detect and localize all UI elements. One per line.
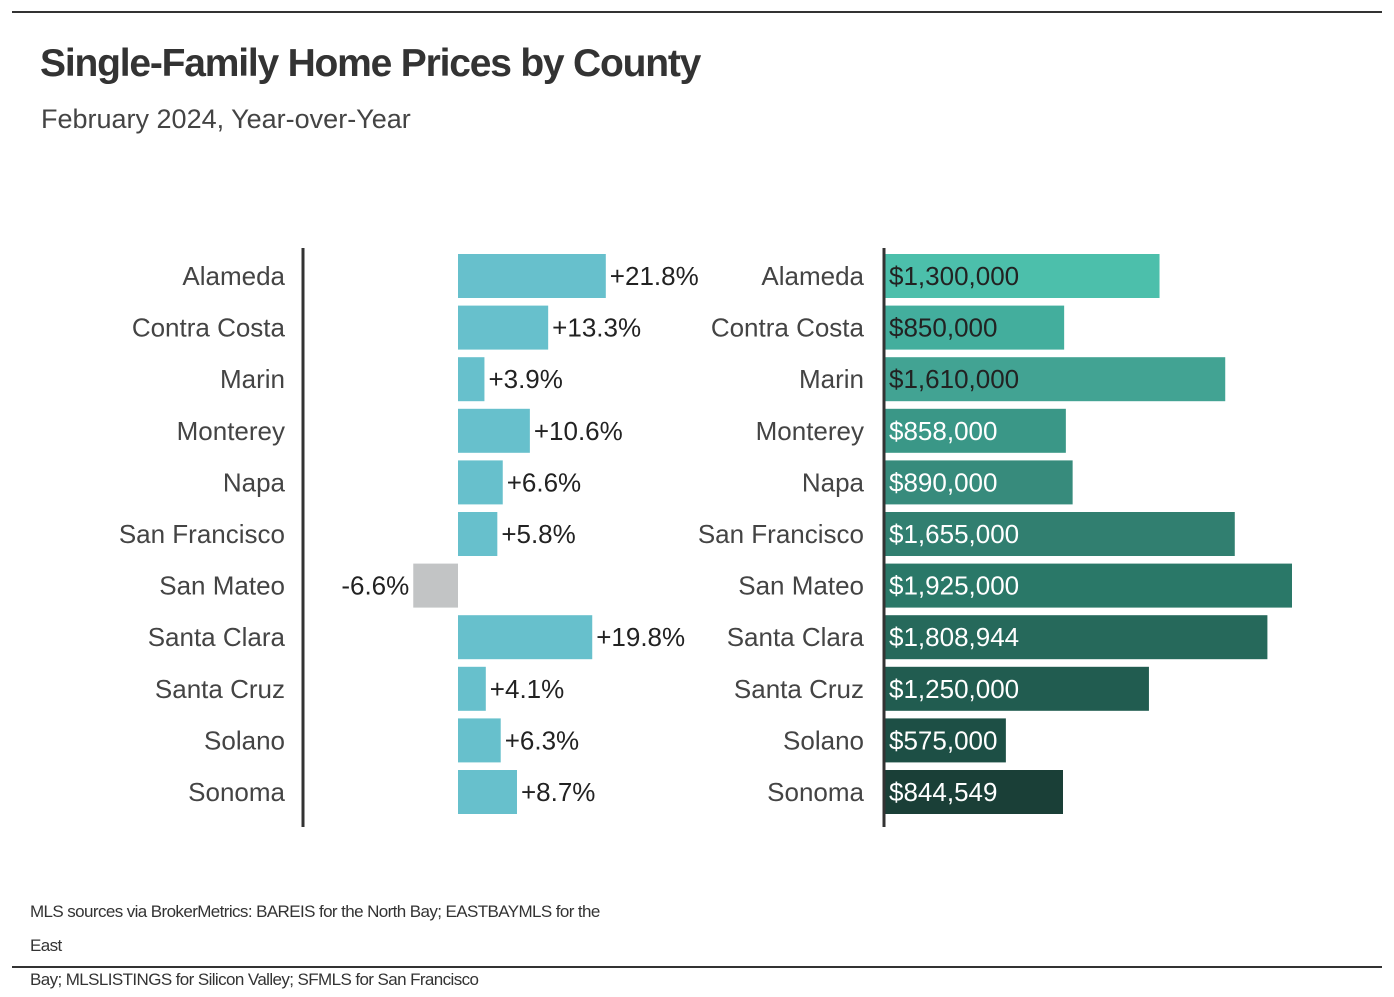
- category-label-santa-cruz: Santa Cruz: [155, 674, 285, 704]
- source-line-1: MLS sources via BrokerMetrics: BAREIS fo…: [30, 902, 600, 955]
- price-label-sonoma: $844,549: [889, 777, 997, 807]
- category-label-marin: Marin: [220, 364, 285, 394]
- price-category-label-santa-clara: Santa Clara: [727, 622, 865, 652]
- change-bar-napa: [458, 460, 503, 505]
- price-category-label-san-francisco: San Francisco: [698, 519, 864, 549]
- category-label-sonoma: Sonoma: [188, 777, 285, 807]
- price-bar-santa-clara: [884, 615, 1268, 660]
- price-label-san-francisco: $1,655,000: [889, 519, 1019, 549]
- chart-title: Single-Family Home Prices by County: [40, 42, 701, 85]
- chart-subtitle: February 2024, Year-over-Year: [41, 104, 411, 134]
- price-category-label-contra-costa: Contra Costa: [711, 313, 865, 343]
- price-bar-san-mateo: [884, 563, 1292, 608]
- change-label-alameda: +21.8%: [610, 261, 699, 291]
- price-bar-napa: [884, 460, 1073, 505]
- price-label-san-mateo: $1,925,000: [889, 571, 1019, 601]
- price-label-alameda: $1,300,000: [889, 261, 1019, 291]
- category-label-alameda: Alameda: [182, 261, 285, 291]
- change-bar-contra-costa: [458, 305, 549, 350]
- change-label-monterey: +10.6%: [534, 416, 623, 446]
- price-bar-monterey: [884, 408, 1066, 453]
- change-bar-santa-clara: [458, 615, 593, 660]
- price-bar-alameda: [884, 254, 1160, 298]
- price-bar-marin: [884, 357, 1226, 402]
- price-label-solano: $575,000: [889, 725, 997, 755]
- change-label-san-mateo: -6.6%: [341, 571, 409, 601]
- category-label-contra-costa: Contra Costa: [132, 313, 286, 343]
- change-bar-alameda: [458, 254, 606, 298]
- change-label-napa: +6.6%: [507, 467, 581, 497]
- category-label-san-mateo: San Mateo: [159, 571, 285, 601]
- price-label-contra-costa: $850,000: [889, 313, 997, 343]
- price-category-label-monterey: Monterey: [756, 416, 864, 446]
- change-label-santa-cruz: +4.1%: [490, 674, 564, 704]
- price-bar-sonoma: [884, 770, 1064, 814]
- change-label-san-francisco: +5.8%: [501, 519, 575, 549]
- change-label-contra-costa: +13.3%: [552, 313, 641, 343]
- change-bar-sonoma: [458, 770, 517, 814]
- price-label-monterey: $858,000: [889, 416, 997, 446]
- bottom-rule: [12, 966, 1382, 968]
- price-category-label-santa-cruz: Santa Cruz: [734, 674, 864, 704]
- change-label-solano: +6.3%: [505, 725, 579, 755]
- price-label-santa-clara: $1,808,944: [889, 622, 1019, 652]
- price-category-label-alameda: Alameda: [761, 261, 864, 291]
- change-label-sonoma: +8.7%: [521, 777, 595, 807]
- change-label-santa-clara: +19.8%: [596, 622, 685, 652]
- change-bar-san-mateo: [413, 563, 458, 608]
- price-category-label-san-mateo: San Mateo: [738, 571, 864, 601]
- change-bar-santa-cruz: [458, 666, 486, 711]
- yoy-change-chart: Alameda +21.8% Contra Costa +13.3% Marin +3.9…: [119, 248, 699, 827]
- category-label-santa-clara: Santa Clara: [148, 622, 286, 652]
- price-bar-contra-costa: [884, 305, 1065, 350]
- category-label-san-francisco: San Francisco: [119, 519, 285, 549]
- price-label-marin: $1,610,000: [889, 364, 1019, 394]
- price-category-label-solano: Solano: [783, 725, 864, 755]
- change-bar-monterey: [458, 408, 530, 453]
- price-label-napa: $890,000: [889, 467, 997, 497]
- category-label-napa: Napa: [223, 467, 286, 497]
- change-bar-marin: [458, 357, 485, 402]
- median-price-chart: Alameda $1,300,000 Contra Costa $850,000 Mar…: [698, 248, 1292, 827]
- price-category-label-sonoma: Sonoma: [767, 777, 864, 807]
- source-note: MLS sources via BrokerMetrics: BAREIS fo…: [30, 895, 630, 997]
- source-line-2: Bay; MLSLISTINGS for Silicon Valley; SFM…: [30, 970, 479, 989]
- price-bar-santa-cruz: [884, 666, 1149, 711]
- change-bar-solano: [458, 718, 501, 763]
- price-bar-san-francisco: [884, 512, 1235, 556]
- change-label-marin: +3.9%: [488, 364, 562, 394]
- price-category-label-marin: Marin: [799, 364, 864, 394]
- price-label-santa-cruz: $1,250,000: [889, 674, 1019, 704]
- category-label-monterey: Monterey: [177, 416, 285, 446]
- price-category-label-napa: Napa: [802, 467, 865, 497]
- change-bar-san-francisco: [458, 512, 498, 556]
- price-bar-solano: [884, 718, 1006, 763]
- top-rule: [12, 11, 1382, 13]
- category-label-solano: Solano: [204, 725, 285, 755]
